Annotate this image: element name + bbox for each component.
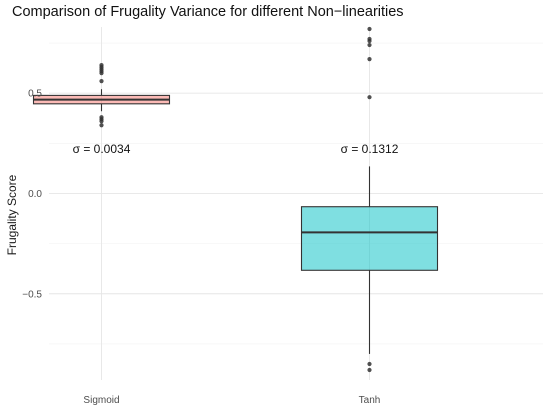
y-axis-label: Frugality Score <box>5 174 19 255</box>
outlier-point <box>367 38 372 44</box>
chart-title: Comparison of Frugality Variance for dif… <box>12 4 404 20</box>
y-tick-label: −0.5 <box>22 289 42 300</box>
outlier-point <box>99 71 104 76</box>
outlier-point <box>367 95 372 100</box>
x-tick-label: Sigmoid <box>83 395 119 406</box>
y-tick-label: 0.0 <box>28 189 42 200</box>
outlier-point <box>367 361 372 367</box>
outlier-point <box>367 26 372 32</box>
outlier-point <box>367 56 372 62</box>
outlier-point <box>367 42 372 48</box>
axis-ticks: 0.5 0.0 −0.5 Sigmoid Tanh <box>22 89 380 406</box>
box-tanh <box>300 26 439 373</box>
sigma-annotation: σ = 0.1312 <box>341 142 399 156</box>
x-tick-label: Tanh <box>359 395 381 406</box>
plot-panel <box>49 27 543 380</box>
boxes <box>32 26 439 373</box>
outlier-point <box>99 79 104 84</box>
outlier-point <box>367 367 372 373</box>
box-sigmoid <box>32 63 171 128</box>
sigma-annotation: σ = 0.0034 <box>73 142 131 156</box>
box-rect <box>300 206 439 271</box>
outlier-point <box>99 123 104 128</box>
outlier-point <box>99 119 104 124</box>
y-tick-label: 0.5 <box>28 89 42 100</box>
annotations: σ = 0.0034 σ = 0.1312 <box>73 142 399 156</box>
